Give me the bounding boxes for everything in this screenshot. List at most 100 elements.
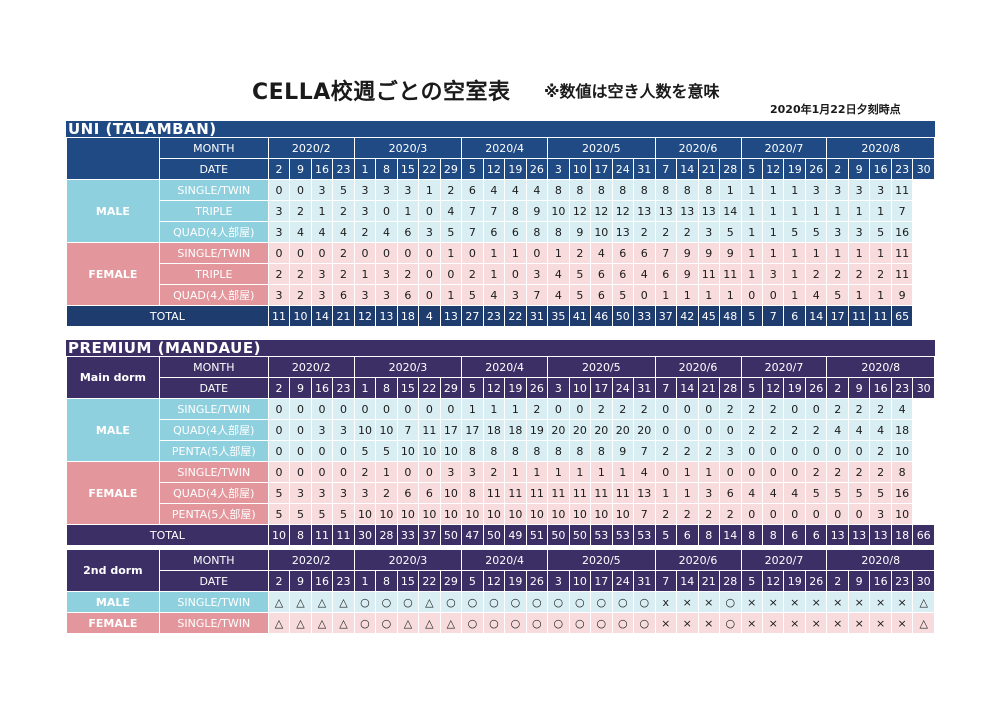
uni-female-cell: 11 bbox=[697, 263, 721, 285]
second-male-availability-mark: △ bbox=[912, 591, 935, 613]
second-date-29: 23 bbox=[890, 570, 914, 592]
premium-male-cell: 2 bbox=[697, 440, 721, 462]
premium-female-cell: 10 bbox=[396, 503, 420, 525]
uni-male-cell: 7 bbox=[461, 221, 484, 243]
uni-female-cell: 2 bbox=[289, 263, 312, 285]
premium-total-cell: 28 bbox=[375, 524, 398, 546]
uni-male-cell: 3 bbox=[826, 221, 849, 243]
premium-female-cell: 5 bbox=[332, 503, 355, 525]
premium-female-cell: 10 bbox=[504, 503, 527, 525]
second-corner: 2nd dorm bbox=[66, 549, 160, 592]
premium-male-cell: 8 bbox=[590, 440, 613, 462]
page-note: ※数値は空き人数を意味 bbox=[544, 82, 720, 101]
uni-male-label: MALE bbox=[66, 179, 160, 243]
premium-male-cell: 20 bbox=[633, 419, 656, 441]
premium-total-row: TOTAL 10 8 11 11 30 28 33 37 50 47 50 49 51 50 50 53 53 53… bbox=[66, 524, 935, 546]
premium-female-cell: 5 bbox=[310, 503, 334, 525]
premium-female-cell: 10 bbox=[418, 503, 441, 525]
premium-male-room-type: SINGLE/TWIN bbox=[158, 398, 269, 420]
second-date-3: 23 bbox=[332, 570, 355, 592]
uni-male-cell: 16 bbox=[890, 221, 914, 243]
uni-male-cell: 1 bbox=[740, 179, 763, 201]
premium-male-cell: 20 bbox=[590, 419, 613, 441]
premium-female-cell: 0 bbox=[783, 503, 806, 525]
premium-total-label: TOTAL bbox=[66, 524, 269, 546]
uni-date-4: 1 bbox=[353, 158, 377, 180]
uni-female-cell: 1 bbox=[482, 263, 506, 285]
uni-male-cell: 4 bbox=[504, 179, 527, 201]
premium-male-cell: 2 bbox=[740, 419, 763, 441]
premium-total-cell: 8 bbox=[289, 524, 312, 546]
uni-male-cell: 4 bbox=[439, 200, 463, 222]
uni-female-cell: 1 bbox=[847, 284, 871, 306]
premium-total-cell: 10 bbox=[267, 524, 291, 546]
premium-female-cell: 1 bbox=[547, 461, 570, 483]
premium-main-dorm-table: Main dorm MONTH 2020/2 2020/3 2020/4 2020/5 20… bbox=[66, 356, 935, 546]
premium-male-cell: 2 bbox=[525, 398, 549, 420]
uni-male-cell: 1 bbox=[740, 200, 763, 222]
second-male-availability-mark: × bbox=[804, 591, 828, 613]
uni-female-cell: 11 bbox=[890, 242, 914, 264]
uni-male-cell: 8 bbox=[504, 200, 527, 222]
uni-male-cell: 0 bbox=[267, 179, 291, 201]
uni-male-cell: 10 bbox=[547, 200, 570, 222]
uni-section: UNI (TALAMBAN) MONTH 2020/2 2020/3 2020/4 20… bbox=[66, 121, 935, 327]
uni-female-cell: 4 bbox=[547, 284, 570, 306]
uni-female-cell: 3 bbox=[310, 284, 334, 306]
premium-male-cell: 3 bbox=[332, 419, 355, 441]
uni-female-cell: 6 bbox=[590, 263, 613, 285]
premium-female-cell: 3 bbox=[332, 482, 355, 504]
premium-male-cell: 0 bbox=[289, 398, 312, 420]
uni-date-7: 22 bbox=[418, 158, 441, 180]
uni-male-cell: 2 bbox=[676, 221, 699, 243]
as-of-date: 2020年1月22日夕刻時点 bbox=[770, 103, 901, 116]
premium-male-cell: 0 bbox=[439, 398, 463, 420]
premium-total-cell: 66 bbox=[912, 524, 935, 546]
second-date-18: 7 bbox=[654, 570, 678, 592]
uni-female-cell: 6 bbox=[633, 242, 656, 264]
second-male-row: MALE SINGLE/TWIN △ △ △ △ ○ ○ ○ △ ○ ○ ○ ○ ○ ○ ○ ○ ○ ○ x × × ○ × × ×… bbox=[66, 591, 935, 613]
second-male-availability-mark: × bbox=[783, 591, 806, 613]
second-female-availability-mark: × bbox=[783, 612, 806, 634]
premium-female-cell: 0 bbox=[418, 461, 441, 483]
uni-male-cell: 1 bbox=[804, 200, 828, 222]
uni-male-cell: 2 bbox=[654, 221, 678, 243]
premium-total-cell: 13 bbox=[847, 524, 871, 546]
premium-female-cell: 3 bbox=[289, 482, 312, 504]
uni-male-cell: 5 bbox=[869, 221, 892, 243]
second-month-5: 2020/7 bbox=[740, 549, 828, 571]
uni-male-cell: 10 bbox=[590, 221, 613, 243]
second-month-0: 2020/2 bbox=[267, 549, 355, 571]
second-dorm-section: 2nd dorm MONTH 2020/2 2020/3 2020/4 2020/5 202… bbox=[66, 549, 935, 634]
premium-female-cell: 8 bbox=[890, 461, 914, 483]
premium-male-cell: 0 bbox=[568, 398, 592, 420]
premium-female-cell: 0 bbox=[719, 461, 742, 483]
uni-male-cell: 3 bbox=[418, 221, 441, 243]
second-female-availability-mark: △ bbox=[267, 612, 291, 634]
premium-female-cell: 10 bbox=[547, 503, 570, 525]
premium-total-cell: 50 bbox=[547, 524, 570, 546]
premium-month-row: Main dorm MONTH 2020/2 2020/3 2020/4 2020/5 20… bbox=[66, 356, 935, 399]
premium-male-cell: 10 bbox=[396, 440, 420, 462]
uni-female-cell: 0 bbox=[461, 242, 484, 264]
second-month-label: MONTH bbox=[158, 549, 269, 571]
premium-female-cell: 3 bbox=[439, 461, 463, 483]
second-date-17: 31 bbox=[633, 570, 656, 592]
uni-female-cell: 0 bbox=[740, 284, 763, 306]
uni-female-cell: 1 bbox=[719, 284, 742, 306]
premium-male-cell: 0 bbox=[547, 398, 570, 420]
premium-male-cell: 18 bbox=[504, 419, 527, 441]
second-female-availability-mark: × bbox=[890, 612, 914, 634]
premium-male-cell: 2 bbox=[847, 398, 871, 420]
premium-female-cell: 0 bbox=[332, 461, 355, 483]
premium-female-cell: 11 bbox=[611, 482, 635, 504]
premium-male-cell: 0 bbox=[719, 419, 742, 441]
uni-date-5: 8 bbox=[375, 158, 398, 180]
uni-female-cell: 2 bbox=[332, 263, 355, 285]
uni-male-cell: 3 bbox=[804, 179, 828, 201]
uni-female-cell: 1 bbox=[504, 242, 527, 264]
premium-total-cell: 50 bbox=[482, 524, 506, 546]
second-male-availability-mark: ○ bbox=[611, 591, 635, 613]
premium-female-cell: 4 bbox=[783, 482, 806, 504]
uni-male-cell: 7 bbox=[890, 200, 914, 222]
